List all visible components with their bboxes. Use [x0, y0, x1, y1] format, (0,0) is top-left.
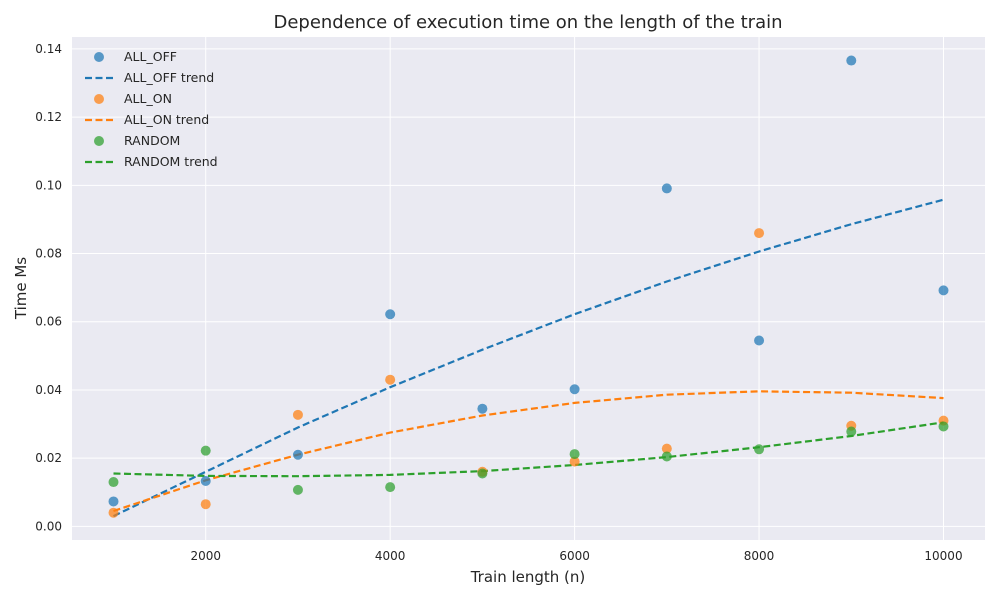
data-point-all-on	[754, 228, 765, 239]
legend-label-random: RANDOM	[124, 133, 180, 148]
x-tick-label: 6000	[559, 549, 590, 563]
data-point-random	[846, 426, 857, 437]
data-point-random	[661, 451, 672, 462]
y-tick-label: 0.08	[35, 247, 62, 261]
trend-layer	[113, 198, 944, 518]
data-point-all-on	[661, 443, 672, 454]
y-axis-label: Time Ms	[12, 257, 30, 320]
legend-label-all-on: ALL_ON	[124, 91, 172, 106]
y-tick-label: 0.04	[35, 383, 62, 397]
trend-line-random	[113, 421, 944, 478]
x-tick-label: 2000	[190, 549, 221, 563]
data-point-random	[292, 484, 303, 495]
data-point-all-off	[569, 384, 580, 395]
data-point-all-on	[292, 409, 303, 420]
data-point-all-off	[108, 496, 119, 507]
data-point-random	[569, 449, 580, 460]
data-point-random	[108, 477, 119, 488]
data-point-all-on	[200, 499, 211, 510]
y-tick-label: 0.14	[35, 42, 62, 56]
data-point-all-off	[477, 403, 488, 414]
points-layer	[108, 55, 949, 518]
x-tick-label: 10000	[924, 549, 962, 563]
x-tick-label: 4000	[375, 549, 406, 563]
trend-line-all-on	[113, 390, 944, 513]
data-point-all-off	[938, 285, 949, 296]
y-tick-label: 0.02	[35, 451, 62, 465]
data-point-all-off	[846, 55, 857, 66]
legend-marker-all-on	[94, 94, 104, 104]
data-point-all-off	[200, 476, 211, 487]
data-point-all-on	[385, 374, 396, 385]
trend-line-all-off	[113, 198, 944, 518]
data-point-all-on	[108, 507, 119, 518]
y-tick-label: 0.10	[35, 178, 62, 192]
data-point-all-off	[385, 309, 396, 320]
y-tick-label: 0.00	[35, 519, 62, 533]
legend-label-all-off: ALL_OFF	[124, 49, 177, 64]
x-tick-label: 8000	[744, 549, 775, 563]
plot-area	[72, 37, 985, 540]
data-point-random	[477, 468, 488, 479]
legend-marker-random	[94, 136, 104, 146]
data-point-all-off	[661, 183, 672, 194]
grid-layer	[72, 37, 985, 540]
legend: ALL_OFF ALL_OFF trend ALL_ON ALL_ON trend RA…	[85, 49, 218, 169]
y-tick-labels: 0.00 0.02 0.04 0.06 0.08 0.10 0.12 0.14	[35, 42, 62, 533]
data-point-all-off	[292, 449, 303, 460]
data-point-random	[385, 482, 396, 493]
x-axis-label: Train length (n)	[470, 568, 586, 586]
x-tick-labels: 2000 4000 6000 8000 10000	[190, 549, 962, 563]
data-point-random	[754, 444, 765, 455]
legend-marker-all-off	[94, 52, 104, 62]
y-tick-label: 0.06	[35, 315, 62, 329]
legend-label-random-trend: RANDOM trend	[124, 154, 218, 169]
chart-title: Dependence of execution time on the leng…	[273, 12, 782, 33]
legend-label-all-on-trend: ALL_ON trend	[124, 112, 209, 127]
data-point-random	[938, 421, 949, 432]
y-tick-label: 0.12	[35, 110, 62, 124]
legend-label-all-off-trend: ALL_OFF trend	[124, 70, 214, 85]
data-point-random	[200, 445, 211, 456]
data-point-all-off	[754, 335, 765, 346]
data-point-all-on	[569, 456, 580, 467]
